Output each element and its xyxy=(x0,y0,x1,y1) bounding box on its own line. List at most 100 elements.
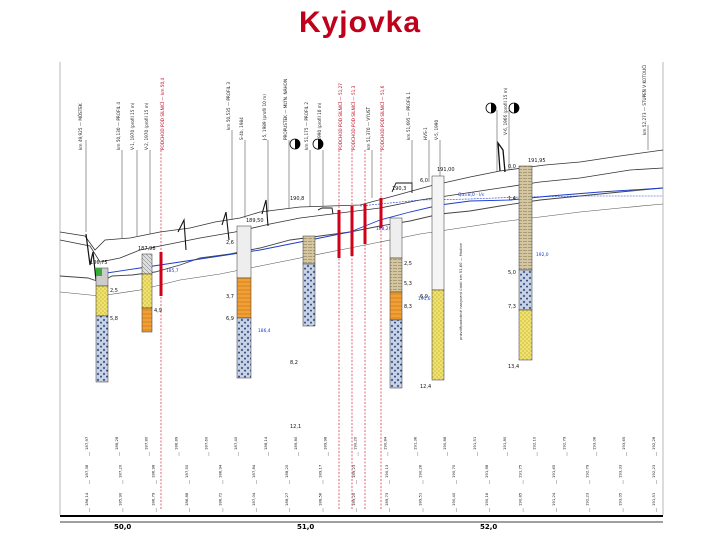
weir-block xyxy=(317,207,334,215)
sheet-frame xyxy=(59,62,664,515)
bottom-value-1-19: 193,65 xyxy=(621,436,626,450)
bottom-value-2-13: 191,98 xyxy=(484,464,489,478)
water-label-1: 192,0 xyxy=(536,252,549,258)
red-markers xyxy=(159,198,383,296)
top-label-1: km 49,925 — MŮSTEK xyxy=(78,103,83,150)
bh4-top: 190,8 xyxy=(290,196,304,202)
bottom-value-1-2: 188,28 xyxy=(114,436,119,450)
bottom-value-1-7: 188,14 xyxy=(263,436,268,450)
bottom-value-1-8: 189,80 xyxy=(293,436,298,450)
bh7-top: 191,95 xyxy=(528,158,546,164)
bottom-value-1-20: 192,28 xyxy=(651,436,656,450)
bottom-value-3-2: 185,90 xyxy=(117,492,122,506)
water-label-3: 188,29 xyxy=(376,226,392,232)
water-label-4: 186,4 xyxy=(258,328,271,334)
borehole-3: 189,50 2,6 3,7 6,9 xyxy=(226,218,264,379)
bh4-mark-1: 8,2 xyxy=(290,360,298,366)
bottom-value-1-13: 190,88 xyxy=(442,436,447,450)
top-label-2: km 50,130 — PROFIL 4 xyxy=(116,102,121,150)
borehole-2: 187,98 4,9 xyxy=(138,246,162,333)
bottom-value-1-3: 187,80 xyxy=(144,436,149,450)
bh7-mark-5: 13,4 xyxy=(508,364,519,370)
bottom-value-2-3: 186,98 xyxy=(151,464,156,478)
top-label-18: V-5, 1990 xyxy=(434,120,439,140)
bottom-value-2-12: 190,70 xyxy=(451,464,456,478)
bh1-mark-2: 5,8 xyxy=(110,316,118,322)
bottom-value-1-4: 186,89 xyxy=(174,436,179,450)
bh3-mark-1: 2,6 xyxy=(226,240,234,246)
water-label-2: 191,6 xyxy=(418,296,431,302)
bottom-value-3-13: 190,16 xyxy=(484,492,489,506)
bottom-value-1-17: 192,79 xyxy=(562,436,567,450)
bh1-mark-1: 2,5 xyxy=(110,288,118,294)
bh5-top: 190,3 xyxy=(392,186,406,192)
bottom-value-2-11: 190,26 xyxy=(418,464,423,478)
bh1-top: 186,75 xyxy=(90,260,108,266)
bottom-value-1-9: 189,98 xyxy=(323,436,328,450)
km-label-1: 50,0 xyxy=(114,523,131,531)
bh5-mark-1: 2,5 xyxy=(404,261,412,267)
bottom-value-3-4: 186,88 xyxy=(184,492,189,506)
bottom-value-2-8: 189,17 xyxy=(318,464,323,478)
bh3-mark-2: 3,7 xyxy=(226,294,234,300)
terrain-lines xyxy=(59,140,664,297)
bottom-value-3-1: 186,14 xyxy=(84,492,89,506)
bottom-value-1-5: 187,60 xyxy=(203,436,208,450)
bottom-value-1-1: 187,97 xyxy=(84,436,89,450)
top-label-12: PODCHOD POD SILNICÍ — 51,27 xyxy=(338,83,343,150)
borehole-1: 186,75 2,5 5,8 xyxy=(90,260,118,383)
bottom-value-3-12: 190,40 xyxy=(451,492,456,506)
top-label-3: V-1, 1970 (profil 15 m) xyxy=(130,102,135,150)
bh6-mark-1: 6,0 xyxy=(420,178,428,184)
top-label-6: km 50,535 — PROFIL 3 xyxy=(226,82,231,130)
top-label-8: J-5, 1989 (profil 10 m) xyxy=(262,94,267,141)
bottom-value-2-5: 186,94 xyxy=(217,464,222,478)
bottom-value-1-18: 193,06 xyxy=(591,436,596,450)
bottom-value-1-14: 191,51 xyxy=(472,436,477,450)
bottom-value-3-7: 188,27 xyxy=(284,492,289,506)
right-embankment-line xyxy=(59,167,664,263)
borehole-6: 191,00 6,0 6,9 12,4 xyxy=(420,167,455,390)
top-label-13: PODCHOD POD SILNICÍ — 51,3 xyxy=(351,85,356,150)
top-label-11: V-3, 1990 (profil 10 m) xyxy=(317,102,322,150)
bottom-value-1-10: 190,20 xyxy=(353,436,358,450)
bottom-value-3-10: 189,73 xyxy=(384,492,389,506)
top-label-17: HVS-1 xyxy=(423,127,428,140)
bh7-mark-3: 5,0 xyxy=(508,270,516,276)
borehole-symbols xyxy=(289,102,520,150)
top-label-7: S-4b, 1984 xyxy=(239,117,244,140)
bh7-mark-1: 0,0 xyxy=(508,164,516,170)
leader-lines xyxy=(85,110,649,238)
bottom-value-2-7: 188,20 xyxy=(284,464,289,478)
water-label-5: 185,7 xyxy=(166,268,179,274)
bottom-value-3-17: 193,05 xyxy=(618,492,623,506)
bottom-value-2-18: 192,23 xyxy=(651,464,656,478)
borehole-5: 190,3 2,5 5,3 8,3 xyxy=(389,186,412,389)
bottom-value-2-10: 190,13 xyxy=(384,464,389,478)
flow-label: Qa=8,0 · l/s xyxy=(458,192,485,198)
bottom-value-1-12: 191,36 xyxy=(412,436,417,450)
bh7-mark-4: 7,3 xyxy=(508,304,516,310)
top-label-10: km 51,175 — PROFIL 2 xyxy=(304,102,309,150)
valley-note: pravděpodobné nasycení údolí km 51,60 — … xyxy=(458,242,463,340)
bh6-mark-3: 12,4 xyxy=(420,384,431,390)
bh5-mark-2: 5,3 xyxy=(404,281,412,287)
top-labels: km 49,925 — MŮSTEK km 50,130 — PROFIL 4 … xyxy=(78,65,647,150)
bottom-value-3-15: 191,24 xyxy=(551,492,556,506)
top-label-9: PROPUSTEK — MLÝN. NÁHON xyxy=(283,79,288,140)
bh6-mark-2: 6,9 xyxy=(420,294,428,300)
left-embankment-line xyxy=(59,149,664,251)
dam-step-right xyxy=(497,140,506,173)
bottom-value-2-9: 189,23 xyxy=(351,464,356,478)
page-title: Kyjovka xyxy=(298,6,422,39)
bottom-value-2-2: 187,20 xyxy=(117,464,122,478)
bottom-value-2-14: 191,75 xyxy=(518,464,523,478)
bottom-value-1-6: 187,40 xyxy=(233,436,238,450)
bottom-value-table: 187,97 188,28 187,80 186,89 187,60 187,40 188,… xyxy=(84,436,657,512)
bh3-top: 189,50 xyxy=(246,218,264,224)
bottom-value-2-6: 187,84 xyxy=(251,464,256,478)
bottom-value-3-18: 191,51 xyxy=(651,492,656,506)
km-label-3: 52,0 xyxy=(480,523,497,531)
top-label-5: PODCHOD POD SILNICÍ — km 50,4 xyxy=(160,78,165,150)
